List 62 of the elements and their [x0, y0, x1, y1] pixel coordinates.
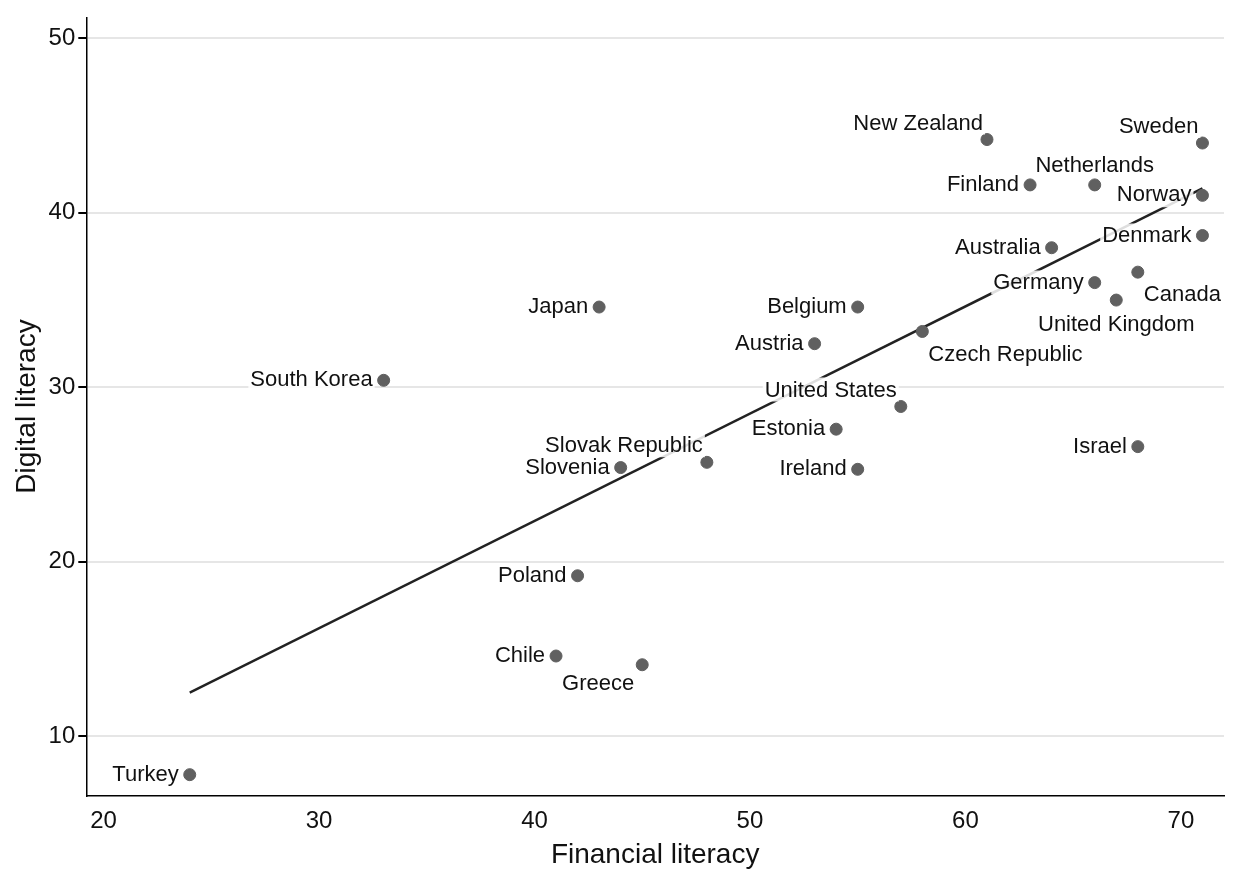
annotation: Belgium	[767, 293, 847, 319]
point	[1131, 440, 1145, 454]
annotation: Poland	[498, 561, 567, 587]
annotation: South Korea	[250, 366, 374, 392]
annotation: Sweden	[1118, 113, 1199, 139]
point	[894, 400, 908, 413]
point	[592, 300, 606, 314]
annotation: United States	[764, 376, 897, 402]
annotation: Czech Republic	[928, 340, 1083, 366]
annotation: Canada	[1143, 281, 1222, 307]
annotation: Norway	[1116, 181, 1192, 207]
x-tick-label: 20	[90, 805, 117, 833]
point	[1195, 229, 1209, 243]
point	[183, 768, 197, 782]
annotation: Netherlands	[1035, 151, 1155, 177]
annotation: Finland	[946, 170, 1020, 196]
point	[829, 422, 843, 436]
point	[377, 373, 391, 387]
x-axis-title: Financial literacy	[550, 837, 760, 869]
point	[1195, 136, 1209, 150]
annotation: United Kingdom	[1037, 311, 1195, 337]
annotation: Ireland	[779, 455, 847, 481]
annotation: Slovak Republic	[545, 432, 703, 458]
y-tick-label: 50	[48, 22, 76, 50]
point	[700, 455, 714, 469]
point	[1045, 241, 1059, 255]
point	[1109, 293, 1123, 307]
point	[1131, 265, 1145, 279]
point	[635, 658, 649, 672]
y-tick-label: 10	[48, 720, 76, 748]
y-tick-label: 20	[48, 546, 76, 574]
annotation: Germany	[993, 268, 1084, 294]
point	[980, 133, 994, 147]
point	[1195, 188, 1209, 202]
y-tick-label: 40	[48, 197, 76, 225]
point	[808, 337, 822, 351]
annotation: Greece	[562, 669, 635, 695]
y-tick-label: 30	[48, 371, 76, 399]
point	[549, 649, 563, 663]
annotation: New Zealand	[853, 109, 983, 135]
annotation: Israel	[1073, 432, 1127, 458]
x-tick-label: 70	[1167, 805, 1195, 833]
point	[1088, 178, 1102, 192]
annotation: Estonia	[751, 415, 826, 441]
annotation: Chile	[494, 642, 546, 668]
annotation: Denmark	[1102, 221, 1193, 247]
x-tick-label: 30	[305, 805, 333, 833]
point	[1088, 276, 1102, 290]
annotation: Turkey	[112, 760, 179, 786]
annotation: Japan	[528, 293, 589, 319]
point	[851, 462, 865, 476]
y-axis-title: Digital literacy	[9, 319, 41, 494]
point	[1023, 178, 1037, 192]
point	[614, 461, 628, 475]
annotation: Australia	[955, 233, 1042, 259]
x-tick-label: 50	[736, 805, 764, 833]
point	[851, 300, 865, 314]
point	[571, 569, 585, 583]
point	[915, 324, 929, 338]
annotation: Austria	[735, 329, 805, 355]
x-tick-label: 60	[952, 805, 979, 833]
x-tick-label: 40	[521, 805, 548, 833]
